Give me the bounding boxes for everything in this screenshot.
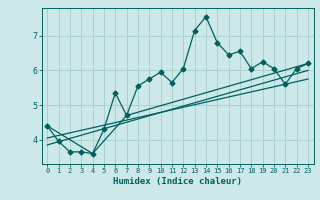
- X-axis label: Humidex (Indice chaleur): Humidex (Indice chaleur): [113, 177, 242, 186]
